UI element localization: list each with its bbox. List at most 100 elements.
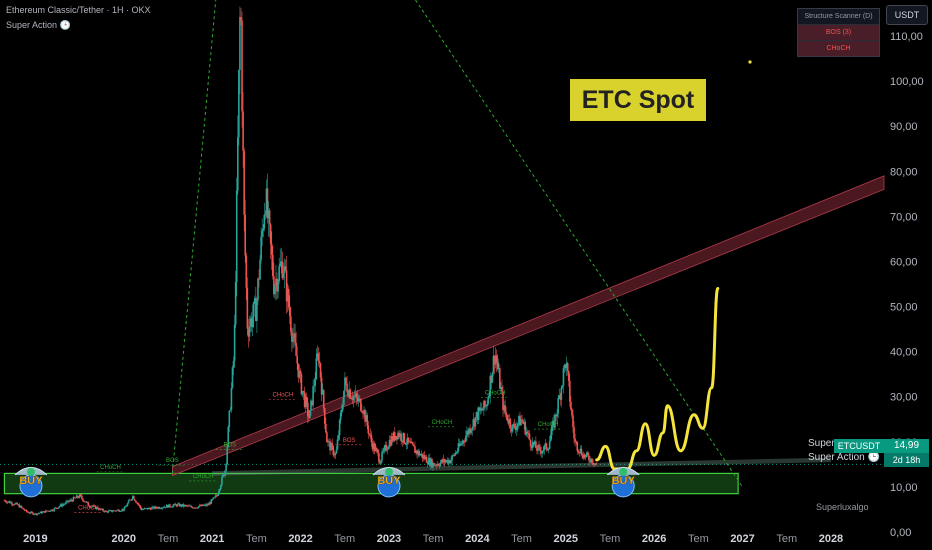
candle-body <box>229 409 232 411</box>
candle-body <box>258 278 260 280</box>
candle-body <box>514 427 517 431</box>
candle-body <box>455 452 458 454</box>
candle-body <box>234 281 237 325</box>
candle-body <box>520 419 522 426</box>
candle-body <box>61 504 64 507</box>
candle-body <box>228 410 231 427</box>
candle-body <box>454 452 457 456</box>
candle-body <box>349 389 352 399</box>
currency-button[interactable]: USDT <box>886 5 928 25</box>
candle-body <box>20 505 23 508</box>
candle-body <box>413 444 415 447</box>
candle-body <box>65 501 67 504</box>
candle-body <box>493 355 496 365</box>
candle-body <box>223 474 225 476</box>
candle-body <box>208 502 210 505</box>
candle-body <box>43 511 46 513</box>
candle-body <box>386 449 389 451</box>
candle-body <box>546 449 549 451</box>
x-tick-label: Tem <box>600 533 621 545</box>
candle-body <box>96 507 99 510</box>
candle-body <box>564 364 567 369</box>
candle-body <box>361 410 363 413</box>
candle-body <box>576 442 579 451</box>
candle-body <box>51 509 53 511</box>
candle-body <box>528 433 531 440</box>
candle-body <box>278 266 280 282</box>
candle-body <box>445 459 448 462</box>
candle-body <box>193 507 196 509</box>
candle-body <box>574 438 576 442</box>
candle-body <box>130 499 133 500</box>
candle-body <box>60 504 63 507</box>
y-tick-label: 110,00 <box>890 31 923 43</box>
candle-body <box>110 510 113 512</box>
y-tick-label: 10,00 <box>890 482 918 494</box>
candle-body <box>495 355 498 363</box>
candle-body <box>483 400 485 410</box>
candle-body <box>38 512 41 514</box>
candle-body <box>36 513 39 515</box>
candle-body <box>351 398 354 401</box>
candle-body <box>418 450 420 456</box>
candle-body <box>347 392 349 397</box>
candle-body <box>513 424 516 428</box>
buy-marker: BUY <box>372 466 406 498</box>
structure-label: BOS <box>224 442 237 448</box>
candle-body <box>529 439 532 447</box>
candle-body <box>283 266 286 274</box>
structure-label: CHoCH <box>485 390 506 396</box>
candle-body <box>459 443 462 446</box>
candle-body <box>457 443 460 451</box>
candle-body <box>499 368 501 389</box>
super-action-label-2: Super Action 🕒 <box>808 452 880 463</box>
candle-body <box>143 508 146 510</box>
candle-body <box>30 511 32 514</box>
buy-marker: BUY <box>14 466 48 498</box>
candle-body <box>415 450 417 454</box>
candle-body <box>397 432 399 440</box>
candle-body <box>101 508 103 510</box>
candle-body <box>259 259 261 280</box>
candle-body <box>243 150 245 215</box>
candle-body <box>355 393 358 398</box>
candle-body <box>589 460 591 463</box>
candle-body <box>425 456 428 463</box>
candle-body <box>385 445 388 451</box>
x-tick-label: 2022 <box>288 533 312 545</box>
candle-body <box>575 441 577 443</box>
candle-body <box>460 443 463 445</box>
candle-body <box>22 508 25 510</box>
candle-body <box>566 363 569 372</box>
candle-body <box>567 371 570 381</box>
symbol-title[interactable]: Ethereum Classic/Tether · 1H · OKX <box>6 5 151 15</box>
candle-body <box>3 500 6 502</box>
candle-body <box>345 377 347 384</box>
candle-body <box>536 448 538 451</box>
candle-body <box>290 316 292 332</box>
candle-body <box>220 485 222 489</box>
candle-body <box>89 506 92 508</box>
candle-body <box>466 431 468 436</box>
candle-body <box>391 436 394 441</box>
candle-body <box>188 505 190 507</box>
indicator-label[interactable]: Super Action 🕒 <box>6 20 71 30</box>
candle-body <box>380 460 382 464</box>
candle-body <box>83 500 85 502</box>
candle-body <box>50 509 52 512</box>
candle-body <box>192 507 195 509</box>
candle-body <box>25 509 28 512</box>
candle-body <box>190 505 192 507</box>
scanner-title: Structure Scanner (D) <box>804 13 873 20</box>
candle-body <box>26 511 29 513</box>
candle-body <box>5 501 8 503</box>
candle-body <box>525 431 528 435</box>
candle-body <box>203 505 205 506</box>
candle-body <box>241 20 243 112</box>
x-tick-label: 2026 <box>642 533 666 545</box>
candle-body <box>58 506 61 508</box>
candle-body <box>34 513 36 515</box>
candle-body <box>13 504 15 506</box>
candle-body <box>214 495 217 497</box>
